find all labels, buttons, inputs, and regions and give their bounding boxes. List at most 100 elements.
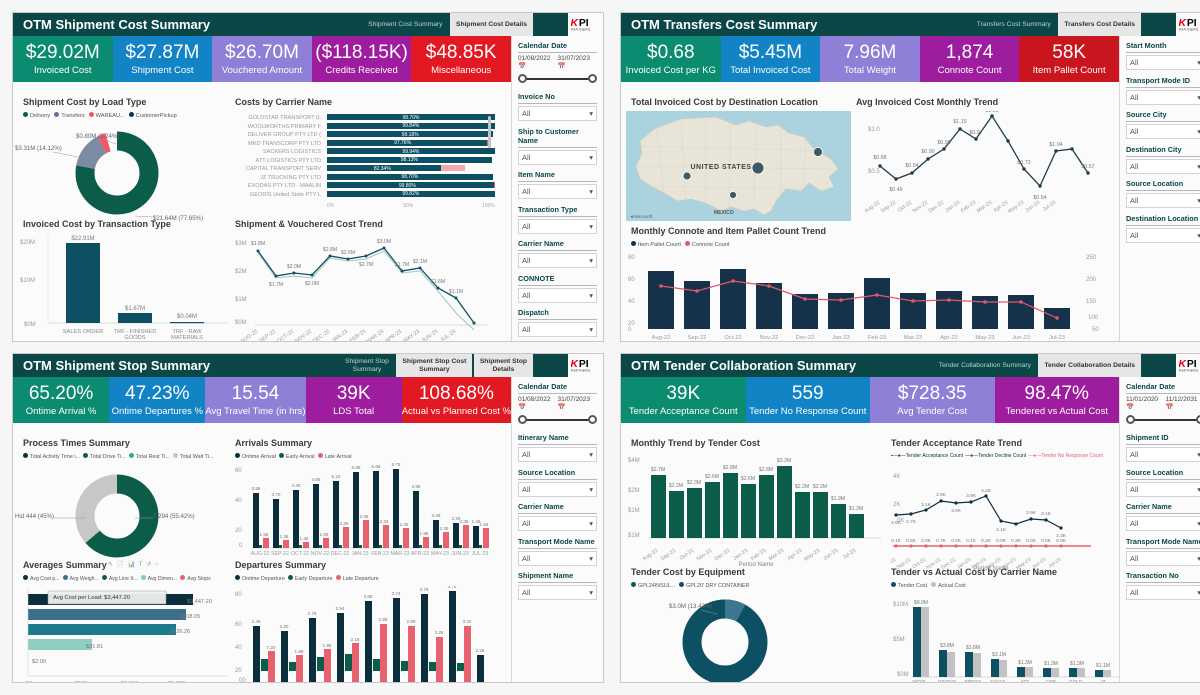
- svg-text:$2.7M: $2.7M: [651, 467, 665, 473]
- svg-text:2.39: 2.39: [460, 519, 469, 524]
- svg-text:50: 50: [1092, 327, 1099, 333]
- svg-text:5.98: 5.98: [352, 465, 361, 470]
- svg-text:SEP-22: SEP-22: [271, 551, 289, 557]
- svg-text:Nov-22: Nov-22: [760, 335, 779, 341]
- svg-text:K: K: [1179, 18, 1188, 29]
- svg-text:WOOL..: WOOL..: [913, 679, 930, 683]
- svg-text:4.76: 4.76: [448, 586, 457, 589]
- svg-text:$2.8M: $2.8M: [323, 247, 337, 253]
- svg-text:$1.7M: $1.7M: [395, 262, 409, 268]
- svg-text:2.6K: 2.6K: [891, 520, 902, 526]
- svg-text:200: 200: [1086, 277, 1097, 283]
- svg-text:$0.90: $0.90: [921, 149, 934, 155]
- svg-text:$8.9M: $8.9M: [914, 600, 928, 606]
- svg-text:$2.8M: $2.8M: [759, 467, 773, 473]
- svg-text:Avg Cost per Load: $3,447.20: Avg Cost per Load: $3,447.20: [53, 595, 130, 601]
- svg-text:PARTNERS: PARTNERS: [571, 368, 590, 372]
- svg-text:$0.54: $0.54: [1033, 195, 1046, 201]
- svg-text:GOODS: GOODS: [124, 335, 145, 341]
- svg-text:2K: 2K: [893, 502, 900, 508]
- svg-text:$3.8M: $3.8M: [940, 643, 954, 649]
- svg-text:2.34: 2.34: [380, 519, 389, 524]
- svg-text:$1.8M: $1.8M: [251, 241, 265, 247]
- svg-text:$1.9M: $1.9M: [831, 496, 845, 502]
- svg-text:$4M: $4M: [628, 458, 640, 464]
- svg-text:$22.91M: $22.91M: [71, 236, 94, 242]
- svg-text:NOV-22: NOV-22: [294, 329, 313, 342]
- svg-text:PARTNERS: PARTNERS: [1179, 27, 1198, 31]
- svg-text:SEP-22: SEP-22: [258, 329, 277, 342]
- svg-text:$0.49: $0.49: [889, 187, 902, 193]
- svg-text:1.66: 1.66: [320, 532, 329, 537]
- svg-text:0.2K: 0.2K: [981, 538, 992, 544]
- svg-text:2.48: 2.48: [252, 619, 261, 624]
- svg-text:Apr-23: Apr-23: [787, 548, 804, 562]
- svg-text:$0.80M (3.24%): $0.80M (3.24%): [76, 133, 119, 140]
- svg-text:00: 00: [239, 678, 246, 683]
- svg-text:0.0K: 0.0K: [996, 538, 1007, 544]
- svg-text:2.28: 2.28: [400, 522, 409, 527]
- svg-text:$3,447.20: $3,447.20: [187, 599, 212, 605]
- svg-text:$2.0M: $2.0M: [305, 281, 319, 287]
- svg-text:0.7K: 0.7K: [936, 538, 947, 544]
- svg-text:2.98: 2.98: [407, 619, 416, 624]
- svg-text:$0.04M: $0.04M: [177, 314, 197, 320]
- svg-text:Oct-22: Oct-22: [679, 548, 696, 562]
- svg-text:$0M: $0M: [24, 322, 36, 328]
- svg-text:SADLE..: SADLE..: [990, 679, 1008, 683]
- svg-text:0.6K: 0.6K: [906, 538, 917, 544]
- svg-text:Dec-22: Dec-22: [796, 335, 815, 341]
- svg-text:4.2K: 4.2K: [981, 488, 992, 494]
- svg-text:3.74: 3.74: [392, 591, 401, 596]
- svg-text:NOV-22: NOV-22: [311, 551, 330, 557]
- svg-text:3.9K: 3.9K: [966, 493, 977, 499]
- svg-text:3.76: 3.76: [420, 587, 429, 592]
- svg-text:4.98: 4.98: [412, 484, 421, 489]
- svg-text:2.1K: 2.1K: [996, 527, 1007, 533]
- svg-text:Feb-23: Feb-23: [868, 335, 886, 341]
- svg-text:GEODIS: GEODIS: [938, 679, 956, 683]
- svg-text:3.9K: 3.9K: [936, 492, 947, 498]
- svg-text:150: 150: [1086, 299, 1097, 305]
- svg-text:5.78: 5.78: [392, 462, 401, 467]
- svg-text:Aug-22: Aug-22: [652, 335, 671, 341]
- svg-text:Feb-23: Feb-23: [960, 200, 977, 215]
- svg-text:60: 60: [235, 468, 242, 474]
- svg-text:PARTNERS: PARTNERS: [571, 27, 590, 31]
- svg-text:$1.04: $1.04: [1049, 142, 1062, 148]
- svg-text:Jul-23: Jul-23: [1049, 335, 1065, 341]
- svg-text:$0.68: $0.68: [873, 155, 886, 161]
- svg-text:OCT-22: OCT-22: [291, 551, 309, 557]
- svg-text:$2.6M: $2.6M: [341, 250, 355, 256]
- svg-text:0.0K: 0.0K: [951, 538, 962, 544]
- svg-text:Oct-22: Oct-22: [724, 335, 741, 341]
- svg-text:Jan-23: Jan-23: [944, 200, 961, 214]
- svg-text:2.76: 2.76: [308, 611, 317, 616]
- svg-text:OCT-22: OCT-22: [276, 329, 295, 342]
- svg-text:Jul-23: Jul-23: [842, 548, 857, 561]
- svg-text:MAR-23: MAR-23: [390, 551, 409, 557]
- svg-text:★Microsoft: ★Microsoft: [630, 214, 653, 219]
- svg-text:$1.6M: $1.6M: [431, 279, 445, 285]
- svg-text:$1.3M: $1.3M: [1070, 661, 1084, 667]
- svg-text:$1,000: $1,000: [121, 681, 138, 683]
- svg-text:MAY-23: MAY-23: [431, 551, 449, 557]
- svg-text:250: 250: [1086, 255, 1097, 261]
- svg-text:AUG-22: AUG-22: [240, 329, 259, 342]
- svg-text:May-23: May-23: [975, 335, 994, 341]
- svg-text:0.0K: 0.0K: [1041, 538, 1052, 544]
- svg-text:2.98: 2.98: [360, 514, 369, 519]
- svg-text:3.98: 3.98: [252, 486, 261, 491]
- svg-text:$1,500: $1,500: [168, 681, 185, 683]
- svg-text:$0.57: $0.57: [1081, 164, 1094, 170]
- svg-text:Aug-22: Aug-22: [642, 548, 659, 563]
- svg-text:JAN-23: JAN-23: [351, 551, 368, 557]
- svg-text:PI: PI: [1187, 359, 1197, 370]
- svg-text:3.1K: 3.1K: [921, 502, 932, 508]
- svg-text:JUL-23: JUL-23: [472, 551, 489, 557]
- svg-text:$1.3M: $1.3M: [849, 506, 863, 512]
- svg-text:MAY-23: MAY-23: [402, 329, 421, 342]
- svg-text:$0M: $0M: [235, 320, 247, 326]
- svg-text:$0.95: $0.95: [937, 140, 950, 146]
- svg-text:0.0K: 0.0K: [1026, 538, 1037, 544]
